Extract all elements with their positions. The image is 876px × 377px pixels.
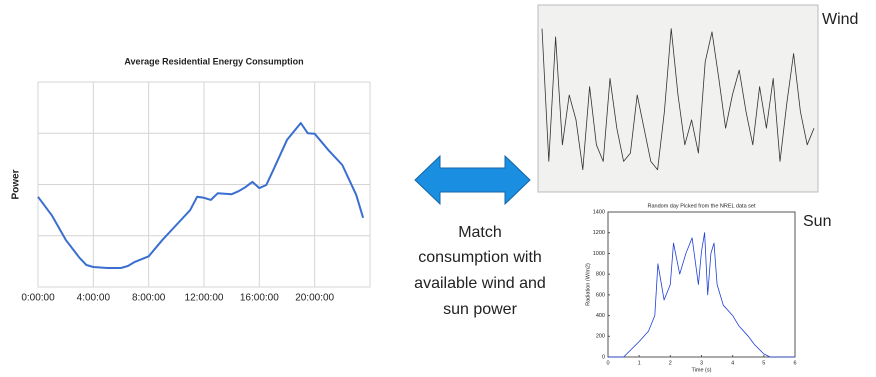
y-tick-label: 1200 [593, 230, 605, 236]
y-axis-label: Power [11, 169, 22, 199]
center-text: sun power [443, 301, 517, 318]
y-tick-label: 0 [602, 354, 605, 360]
x-tick-label: 2 [669, 360, 672, 366]
slide: Wind Sun Match consumption with availabl… [0, 0, 876, 377]
x-tick-label: 1 [638, 360, 641, 366]
x-tick-label: 5 [762, 360, 765, 366]
sun-label: Sun [803, 213, 831, 230]
center-text: consumption with [418, 249, 542, 266]
center-text: available wind and [414, 275, 546, 292]
wind-panel [538, 5, 818, 192]
plot-frame [608, 212, 795, 357]
chart-title: Random day Picked from the NREL data set [647, 203, 755, 209]
y-tick-label: 400 [596, 313, 605, 319]
data-line [608, 233, 795, 357]
chart-title: Average Residential Energy Consumption [124, 56, 303, 66]
x-axis-label: Time (s) [692, 367, 712, 373]
x-tick-label: 16:00:00 [240, 293, 279, 304]
y-tick-label: 1400 [593, 209, 605, 215]
x-tick-label: 4:00:00 [77, 293, 111, 304]
x-tick-label: 3 [700, 360, 703, 366]
x-tick-label: 0:00:00 [21, 293, 55, 304]
x-tick-label: 0 [606, 360, 609, 366]
y-tick-label: 600 [596, 292, 605, 298]
double-arrow [415, 156, 530, 204]
center-text: Match [458, 224, 502, 241]
y-tick-label: 200 [596, 334, 605, 340]
x-tick-label: 12:00:00 [185, 293, 224, 304]
x-tick-label: 4 [731, 360, 734, 366]
y-tick-label: 1000 [593, 251, 605, 257]
x-tick-label: 8:00:00 [132, 293, 166, 304]
x-tick-label: 6 [793, 360, 796, 366]
y-axis-label: Radiation (W/m2) [585, 263, 591, 306]
x-tick-label: 20:00:00 [295, 293, 334, 304]
y-tick-label: 800 [596, 272, 605, 278]
wind-label: Wind [822, 11, 858, 28]
